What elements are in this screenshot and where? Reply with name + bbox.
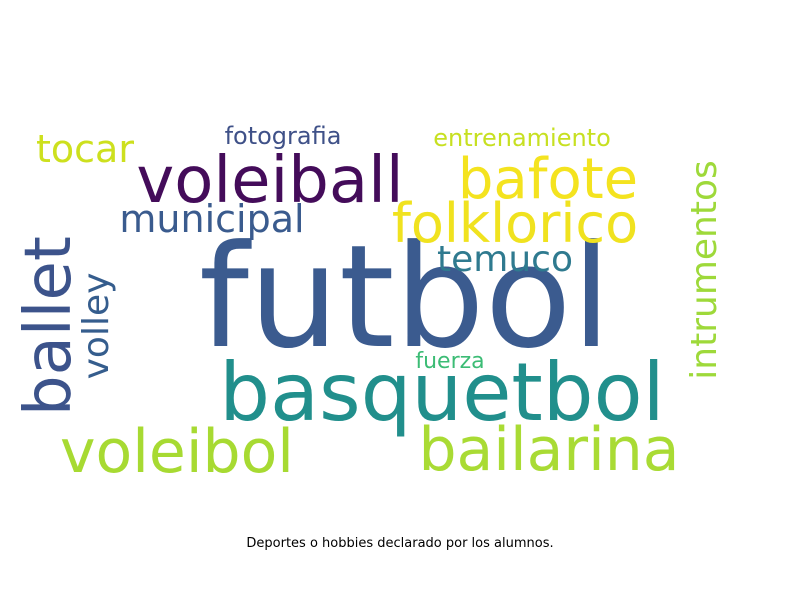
word-municipal: municipal bbox=[119, 197, 304, 241]
word-volley: volley bbox=[76, 273, 117, 380]
word-bafote: bafote bbox=[458, 147, 638, 212]
word-entrenamiento: entrenamiento bbox=[433, 124, 611, 152]
word-fuerza: fuerza bbox=[415, 349, 484, 374]
word-ballet: ballet bbox=[12, 236, 86, 416]
word-futbol: futbol bbox=[199, 215, 611, 380]
word-tocar: tocar bbox=[36, 127, 134, 171]
word-voleiball: voleiball bbox=[136, 144, 403, 218]
word-voleibol: voleibol bbox=[60, 417, 294, 487]
word-temuco: temuco bbox=[437, 239, 573, 280]
word-basquetbol: basquetbol bbox=[219, 346, 665, 439]
figure-caption: Deportes o hobbies declarado por los alu… bbox=[246, 536, 554, 551]
word-folklorico: folklorico bbox=[392, 192, 638, 255]
word-intrumentos: intrumentos bbox=[684, 160, 725, 379]
word-fotografia: fotografia bbox=[225, 122, 342, 150]
word-bailarina: bailarina bbox=[418, 415, 679, 485]
